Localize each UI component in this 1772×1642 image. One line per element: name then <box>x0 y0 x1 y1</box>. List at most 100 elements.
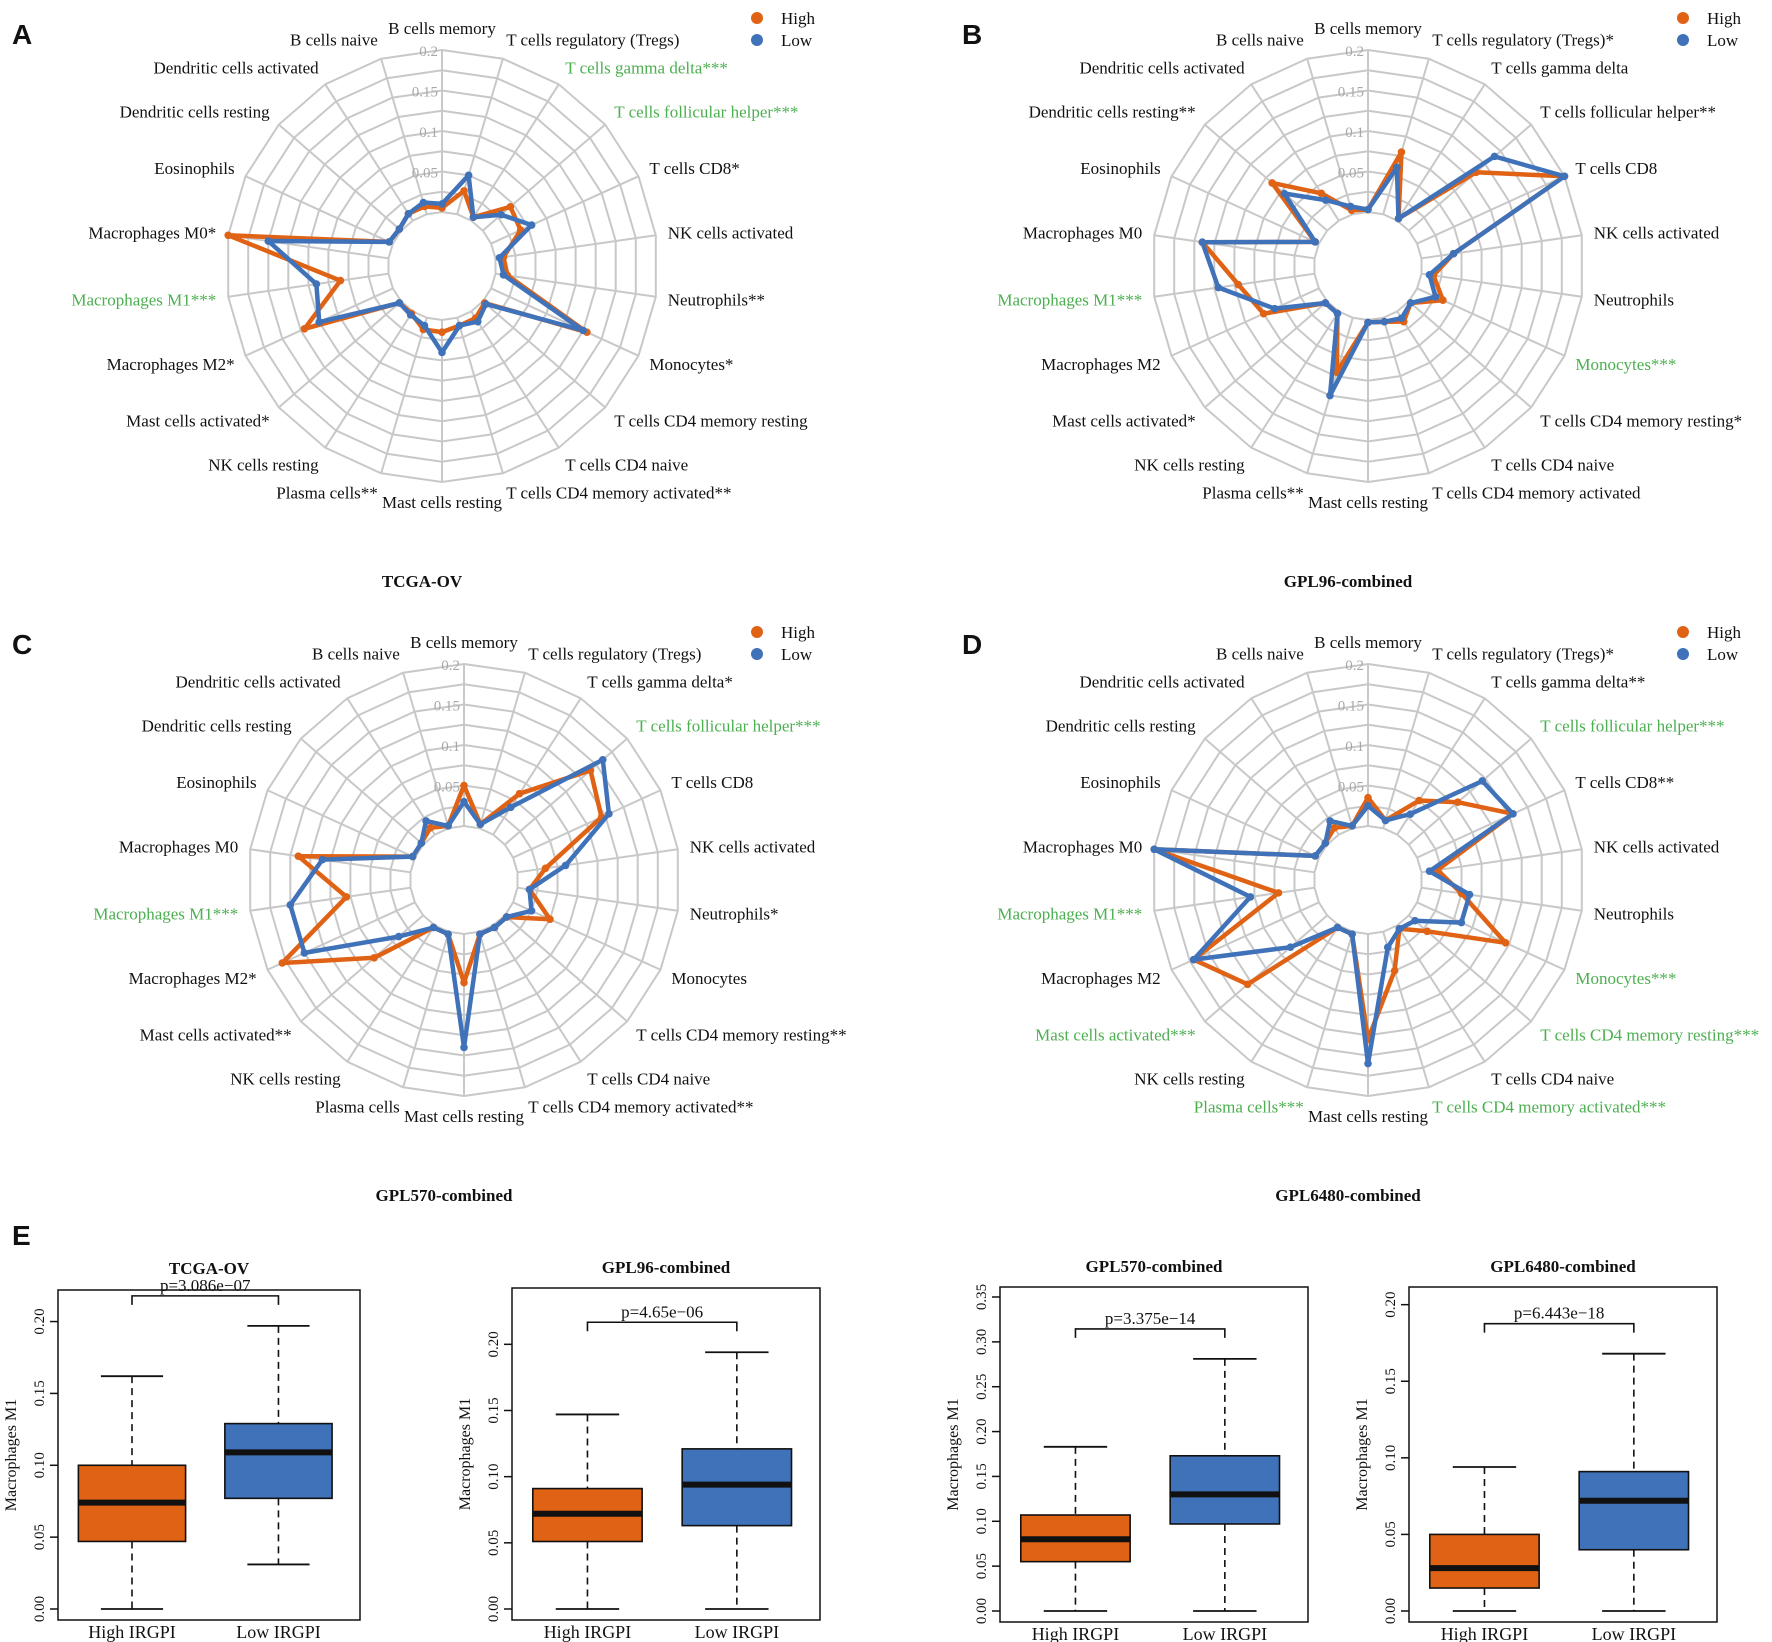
radar-category-label: T cells CD4 memory activated*** <box>1432 1097 1666 1116</box>
y-axis-label: Macrophages M1 <box>1354 1398 1371 1510</box>
radar-point-high <box>546 915 554 924</box>
radar-radial-label: 0.15 <box>1338 699 1364 715</box>
radar-grid-spoke <box>492 924 582 1063</box>
radar-grid-spoke <box>492 697 582 836</box>
radar-point-low <box>1150 845 1158 854</box>
radar-point-high <box>370 953 379 962</box>
y-tick-label: 0.00 <box>32 1596 48 1622</box>
radar-point-low <box>444 930 452 938</box>
radar-point-low <box>1397 314 1406 323</box>
radar-point-high <box>426 823 435 832</box>
radar-point-low <box>1333 923 1342 932</box>
radar-point-low <box>1364 801 1372 810</box>
panel-letter-e: E <box>12 1220 31 1251</box>
radar-category-label: Macrophages M2 <box>1041 969 1160 988</box>
radar-point-low <box>579 326 588 335</box>
radar-point-high <box>1439 296 1447 305</box>
y-tick-label: 0.00 <box>974 1598 990 1624</box>
x-category-label: High IRGPI <box>88 1622 176 1642</box>
radar-point-low <box>1381 816 1390 825</box>
radar-point-low <box>605 810 613 818</box>
radar-point-low <box>1425 867 1434 875</box>
radar-point-high <box>1397 148 1406 156</box>
radar-point-low <box>1311 238 1319 246</box>
radar-category-label: T cells CD4 memory resting <box>614 412 808 431</box>
radar-category-label: Dendritic cells resting <box>120 103 271 122</box>
radar-category-label: T cells regulatory (Tregs)* <box>1432 645 1614 664</box>
radar-point-low <box>1189 955 1198 964</box>
radar-grid-spoke <box>1382 58 1430 215</box>
radar-grid-spoke <box>250 886 411 912</box>
radar-radial-label: 0.1 <box>441 739 460 755</box>
radar-radial-label: 0.05 <box>412 166 438 182</box>
radar-point-low <box>408 852 417 861</box>
radar-grid-spoke <box>1250 924 1340 1063</box>
radar-grid-spoke <box>278 300 402 409</box>
radar-category-label: B cells memory <box>1314 633 1422 652</box>
radar-radial-label: 0.05 <box>1338 780 1364 796</box>
radar-grid-spoke <box>1204 123 1328 232</box>
boxplot-gpl570: GPL570-combined 0.00 0.05 0.10 0.15 0.20 0.25 0… <box>945 1257 1309 1642</box>
radar-point-low <box>1457 918 1466 927</box>
radar-point-low <box>1394 214 1403 223</box>
radar-point-low <box>1348 930 1356 938</box>
y-tick-label: 0.10 <box>974 1508 990 1534</box>
radar-point-low <box>1509 810 1517 818</box>
radar-radial-label: 0.2 <box>1345 658 1364 674</box>
radar-grid-spoke <box>1416 901 1565 971</box>
radar-grid-spoke <box>478 672 526 829</box>
radar-point-low <box>438 348 446 357</box>
y-tick-label: 0.15 <box>974 1463 990 1489</box>
radar-point-low <box>506 803 515 812</box>
radar-category-label: NK cells resting <box>1134 1070 1245 1089</box>
radar-point-low <box>1286 943 1295 951</box>
radar-category-label: T cells CD8 <box>671 773 753 792</box>
radar-point-high <box>1274 889 1283 897</box>
radar-category-label: Mast cells resting <box>1308 493 1428 512</box>
radar-grid-spoke <box>1250 310 1340 449</box>
radar-category-label: Macrophages M1*** <box>93 905 238 924</box>
box-iqr-low-irgpi <box>224 1422 333 1500</box>
radar-point-low <box>502 913 511 921</box>
radar-grid-spoke <box>478 931 526 1088</box>
radar-grid-spoke <box>495 234 656 260</box>
radar-point-high <box>460 781 468 790</box>
radar-point-low <box>1449 249 1458 258</box>
radar-category-label: T cells gamma delta* <box>587 673 733 692</box>
panel-letter-b: B <box>962 19 982 50</box>
radar-point-low <box>499 271 508 279</box>
radar-category-label: T cells CD8** <box>1575 773 1674 792</box>
radar-category-label: Mast cells activated* <box>126 412 270 431</box>
panel-letter-a: A <box>12 19 32 50</box>
radar-category-label: NK cells activated <box>1594 837 1720 856</box>
radar-chart-tcga-ov: 0.05 0.1 0.15 0.2 B cells memory T cells regu… <box>71 9 815 591</box>
y-tick-label: 0.05 <box>974 1553 990 1579</box>
radar-category-label: Dendritic cells resting <box>1046 717 1197 736</box>
x-category-label: High IRGPI <box>544 1622 632 1642</box>
radar-point-low <box>1380 317 1389 326</box>
radar-category-label: T cells CD4 memory resting* <box>1540 412 1742 431</box>
radar-category-label: Mast cells resting <box>404 1107 524 1126</box>
legend-marker-high <box>1677 12 1689 24</box>
y-tick-label: 0.10 <box>1383 1445 1399 1471</box>
legend-label-low: Low <box>1707 645 1739 664</box>
radar-point-high <box>224 231 232 240</box>
radar-category-label: NK cells resting <box>230 1070 341 1089</box>
radar-radial-label: 0.2 <box>441 658 460 674</box>
radar-radial-label: 0.1 <box>1345 125 1364 141</box>
radar-point-high <box>300 325 309 333</box>
radar-point-low <box>1321 196 1330 204</box>
radar-radial-label: 0.05 <box>434 780 460 796</box>
radar-category-label: T cells follicular helper*** <box>636 717 820 736</box>
radar-point-high <box>1234 280 1243 289</box>
radar-point-high <box>1390 966 1399 975</box>
radar-category-label: Mast cells resting <box>1308 1107 1428 1126</box>
radar-grid-spoke <box>1416 175 1565 245</box>
box-plot-title: GPL570-combined <box>1086 1257 1223 1276</box>
radar-point-high <box>438 328 446 336</box>
radar-point-low <box>561 861 570 870</box>
radar-grid-spoke <box>1396 924 1486 1063</box>
legend-marker-low <box>1677 648 1689 660</box>
radar-grid-spoke <box>1416 789 1565 859</box>
radar-point-high <box>294 852 303 860</box>
